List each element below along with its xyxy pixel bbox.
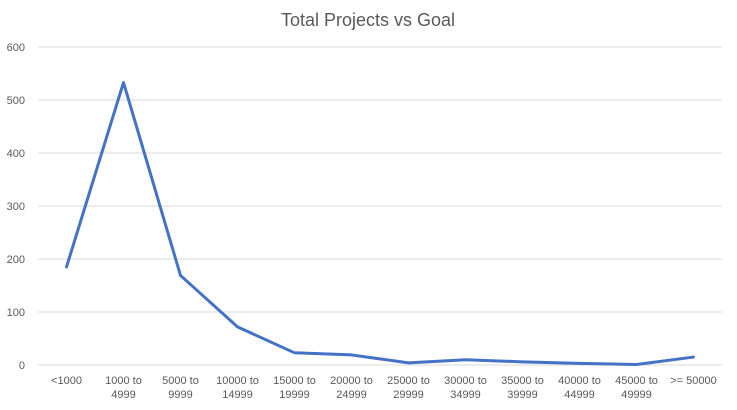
x-tick-label: 15000 to 19999 [273, 375, 316, 401]
y-tick-label: 500 [7, 95, 25, 107]
y-tick-label: 200 [7, 254, 25, 266]
y-tick-label: 600 [7, 42, 25, 54]
x-tick-label: <1000 [51, 375, 82, 387]
x-tick-label: 5000 to 9999 [162, 375, 199, 401]
y-tick-label: 0 [19, 360, 25, 372]
x-tick-label: 20000 to 24999 [330, 375, 373, 401]
x-tick-label: 30000 to 34999 [444, 375, 487, 401]
y-tick-label: 300 [7, 201, 25, 213]
series-layer [65, 81, 695, 366]
series-line [65, 81, 695, 366]
x-tick-label: 45000 to 49999 [615, 375, 658, 401]
y-tick-label: 100 [7, 307, 25, 319]
y-tick-label: 400 [7, 148, 25, 160]
gridlines [38, 46, 722, 366]
y-axis-ticks: 0 100 200 300 400 500 600 [7, 42, 25, 372]
x-tick-label: >= 50000 [670, 375, 717, 387]
x-tick-label: 10000 to 14999 [216, 375, 259, 401]
x-tick-label: 40000 to 44999 [558, 375, 601, 401]
x-tick-label: 25000 to 29999 [387, 375, 430, 401]
x-tick-label: 35000 to 39999 [501, 375, 544, 401]
x-axis-ticks: <1000 1000 to 4999 5000 to 9999 10000 to 14999… [51, 375, 717, 401]
chart-title: Total Projects vs Goal [281, 10, 455, 30]
x-tick-label: 1000 to 4999 [105, 375, 142, 401]
